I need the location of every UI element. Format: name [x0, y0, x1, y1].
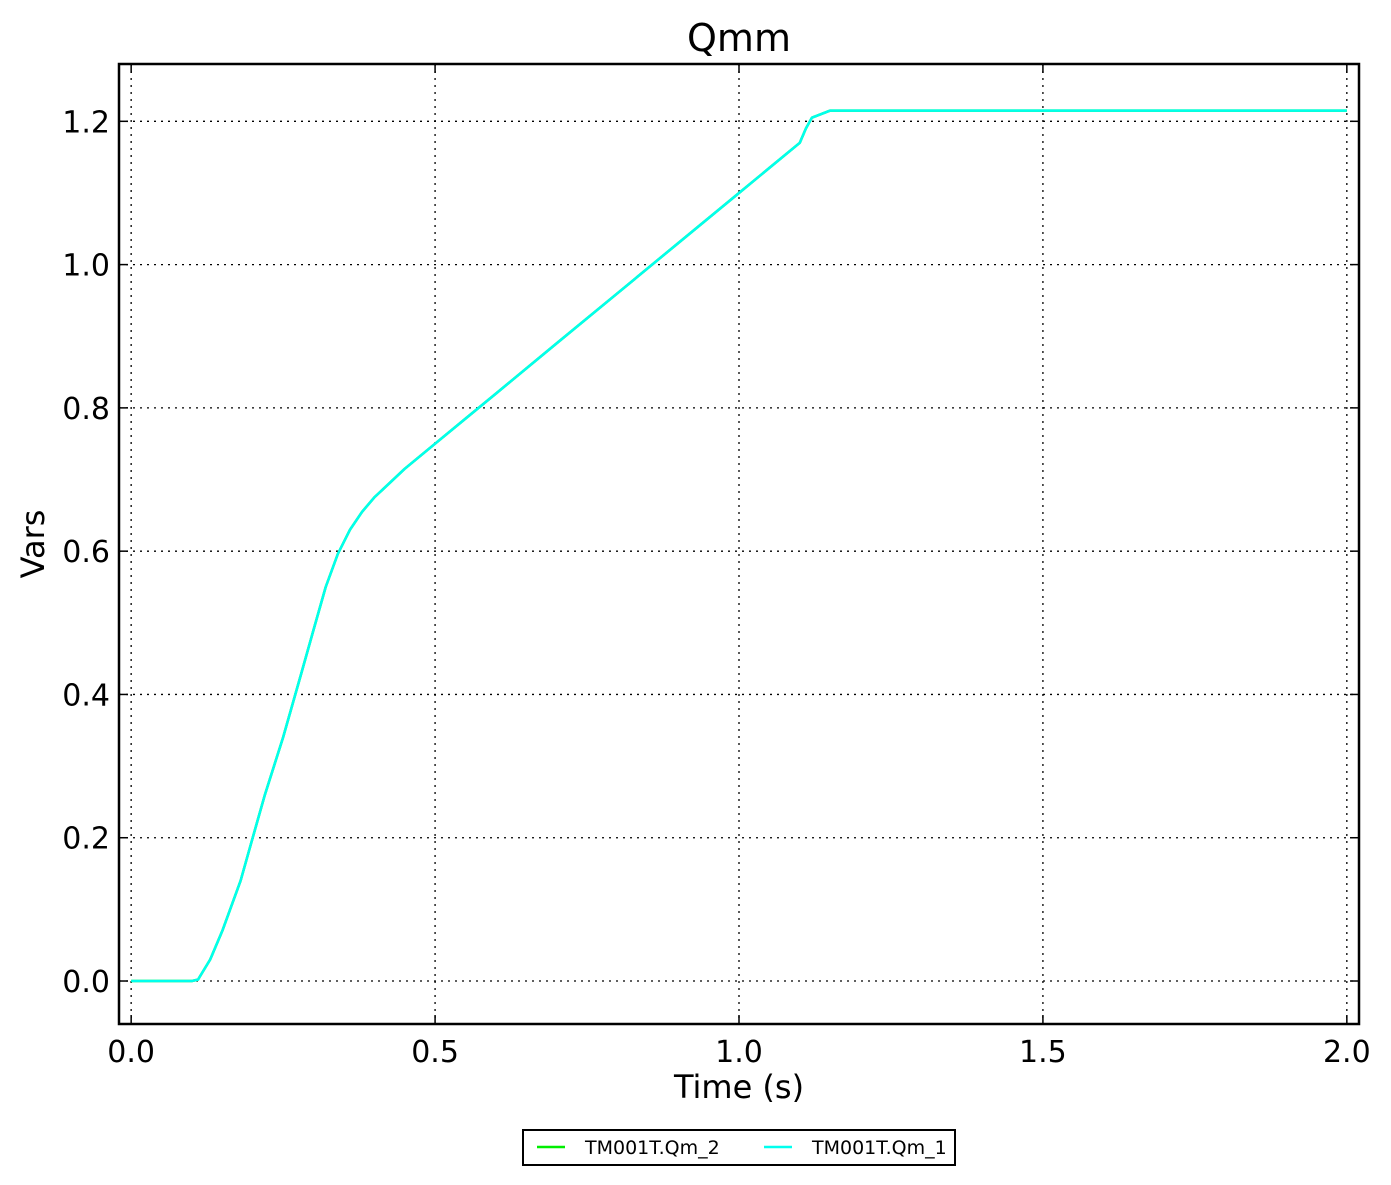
x-tick-label: 0.5 [411, 1035, 459, 1070]
y-tick-label: 0.2 [62, 822, 110, 857]
x-tick-label: 1.0 [715, 1035, 763, 1070]
series-line-2 [131, 109, 1347, 983]
y-tick-label: 0.8 [62, 392, 110, 427]
y-axis-title: Vars [14, 510, 52, 579]
x-tick-label: 1.5 [1019, 1035, 1067, 1070]
y-tick-label: 0.6 [62, 535, 110, 570]
series-line-1 [131, 109, 1347, 983]
x-axis-title: Time (s) [673, 1068, 804, 1106]
legend-label: TM001T.Qm_1 [811, 1137, 947, 1159]
legend-label: TM001T.Qm_2 [584, 1137, 720, 1159]
axis-ticks [119, 64, 1359, 1024]
x-tick-label: 0.0 [107, 1035, 155, 1070]
chart-title: Qmm [687, 16, 791, 60]
legend: TM001T.Qm_2 TM001T.Qm_1 [522, 1129, 956, 1166]
y-tick-label: 0.0 [62, 965, 110, 1000]
x-tick-label: 2.0 [1323, 1035, 1371, 1070]
y-tick-label: 1.2 [62, 105, 110, 140]
series-lines [131, 109, 1347, 983]
legend-box [522, 1129, 956, 1166]
y-tick-label: 1.0 [62, 249, 110, 284]
y-tick-label: 0.4 [62, 678, 110, 713]
plot-area-frame [117, 62, 1361, 1026]
grid-lines [119, 64, 1359, 1024]
axis-tick-labels: 0.0 0.5 1.0 1.5 2.0 0.0 0.2 0.4 0.6 0.8 1.0 1.2 [62, 105, 1370, 1070]
